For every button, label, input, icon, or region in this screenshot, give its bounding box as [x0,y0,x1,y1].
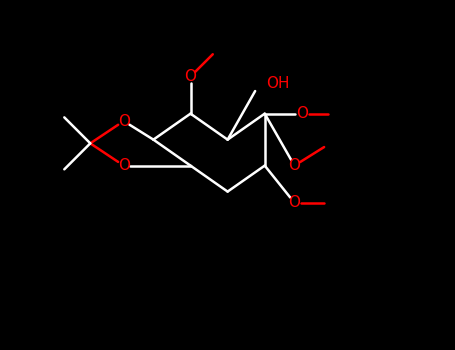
Text: OH: OH [266,76,289,91]
Text: O: O [296,106,308,121]
Text: O: O [118,113,130,128]
Text: O: O [288,158,300,173]
Text: O: O [288,195,300,210]
Text: O: O [118,158,130,173]
Text: O: O [184,69,197,84]
